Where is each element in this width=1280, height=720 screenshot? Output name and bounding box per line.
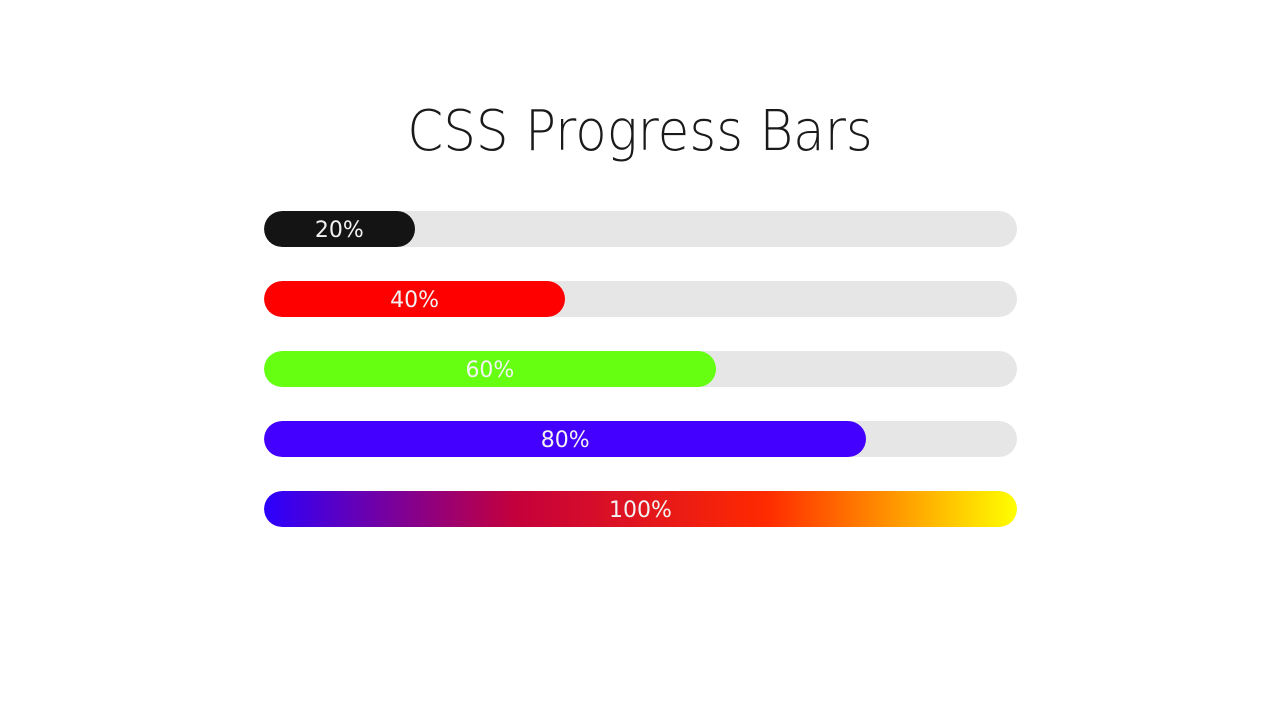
progress-bar-100: 100% bbox=[264, 491, 1017, 527]
progress-bar-80: 80% bbox=[264, 421, 1017, 457]
progress-label-60: 60% bbox=[465, 357, 515, 383]
progress-fill-20: 20% bbox=[264, 211, 415, 247]
progress-label-80: 80% bbox=[540, 427, 590, 453]
progress-bar-60: 60% bbox=[264, 351, 1017, 387]
progress-bar-40: 40% bbox=[264, 281, 1017, 317]
progress-fill-100: 100% bbox=[264, 491, 1017, 527]
progress-fill-80: 80% bbox=[264, 421, 867, 457]
page-title: CSS Progress Bars bbox=[407, 99, 873, 164]
progress-fill-40: 40% bbox=[264, 281, 566, 317]
progress-label-40: 40% bbox=[390, 287, 440, 313]
progress-label-100: 100% bbox=[609, 497, 672, 523]
progress-bar-list: 20% 40% 60% 80% 100% bbox=[264, 211, 1017, 561]
progress-fill-60: 60% bbox=[264, 351, 716, 387]
progress-bar-20: 20% bbox=[264, 211, 1017, 247]
progress-label-20: 20% bbox=[314, 217, 364, 243]
